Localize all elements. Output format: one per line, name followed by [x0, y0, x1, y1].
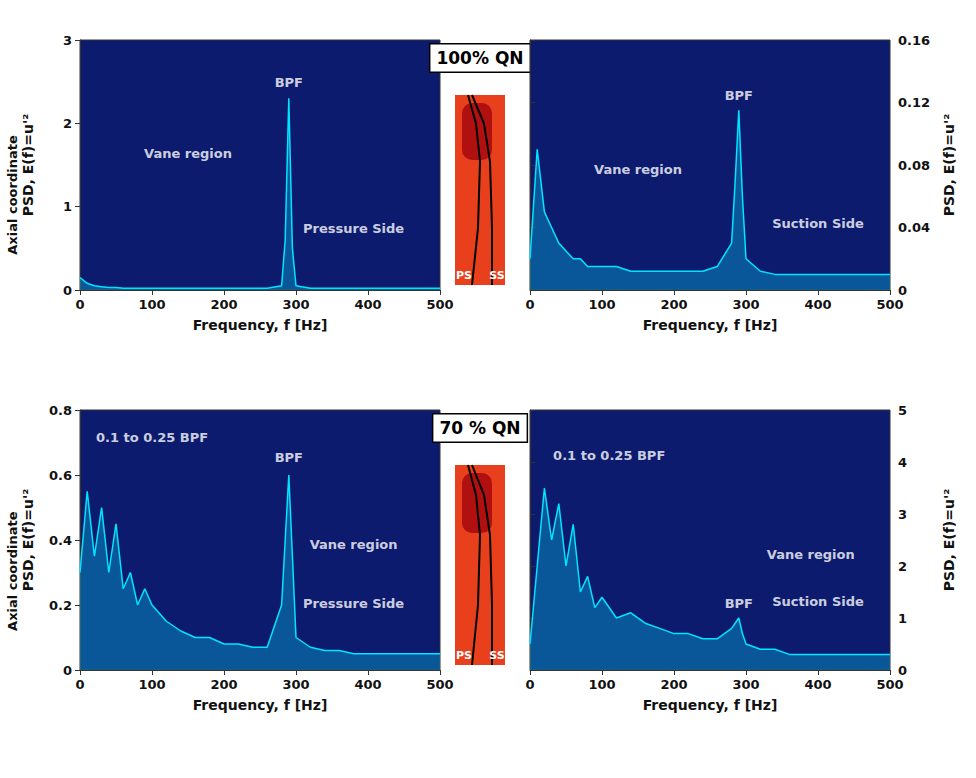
svg-text:PSD, E(f)=u'²: PSD, E(f)=u'²: [20, 489, 36, 592]
svg-text:PS: PS: [456, 649, 472, 662]
svg-text:0.8: 0.8: [49, 403, 72, 418]
svg-text:Suction Side: Suction Side: [772, 594, 864, 609]
svg-text:400: 400: [354, 677, 381, 692]
svg-text:400: 400: [354, 297, 381, 312]
svg-text:0.1 to 0.25 BPF: 0.1 to 0.25 BPF: [553, 448, 665, 463]
svg-text:200: 200: [660, 677, 687, 692]
svg-text:SS: SS: [489, 269, 504, 282]
svg-text:4: 4: [898, 455, 907, 470]
svg-text:200: 200: [660, 297, 687, 312]
svg-text:300: 300: [282, 297, 309, 312]
svg-text:100: 100: [588, 677, 615, 692]
svg-text:300: 300: [732, 297, 759, 312]
svg-text:0: 0: [525, 297, 534, 312]
svg-text:Axial coordinate: Axial coordinate: [5, 511, 20, 631]
svg-text:Frequency, f [Hz]: Frequency, f [Hz]: [643, 697, 778, 713]
svg-text:BPF: BPF: [725, 88, 753, 103]
svg-text:500: 500: [876, 297, 903, 312]
svg-text:Vane region: Vane region: [594, 162, 682, 177]
svg-text:Pressure Side: Pressure Side: [303, 221, 404, 236]
svg-text:Vane region: Vane region: [767, 547, 855, 562]
svg-text:Vane region: Vane region: [144, 146, 232, 161]
svg-text:0.04: 0.04: [898, 220, 930, 235]
svg-text:500: 500: [876, 677, 903, 692]
svg-text:400: 400: [804, 677, 831, 692]
svg-text:300: 300: [732, 677, 759, 692]
svg-text:Frequency, f [Hz]: Frequency, f [Hz]: [193, 317, 328, 333]
svg-text:400: 400: [804, 297, 831, 312]
svg-text:0: 0: [75, 677, 84, 692]
svg-text:500: 500: [426, 677, 453, 692]
svg-text:500: 500: [426, 297, 453, 312]
svg-text:0.16: 0.16: [898, 33, 930, 48]
svg-text:3: 3: [63, 33, 72, 48]
svg-text:100: 100: [138, 297, 165, 312]
svg-text:Suction Side: Suction Side: [772, 216, 864, 231]
svg-text:3: 3: [898, 507, 907, 522]
svg-text:PSD, E(f)=u'²: PSD, E(f)=u'²: [941, 114, 957, 217]
svg-text:300: 300: [282, 677, 309, 692]
svg-text:BPF: BPF: [275, 75, 303, 90]
svg-text:Vane region: Vane region: [310, 537, 398, 552]
svg-text:200: 200: [210, 297, 237, 312]
svg-text:0: 0: [898, 663, 907, 678]
svg-text:100% QN: 100% QN: [436, 48, 523, 68]
svg-text:2: 2: [898, 559, 907, 574]
svg-text:0: 0: [75, 297, 84, 312]
svg-text:Axial coordinate: Axial coordinate: [5, 135, 20, 255]
svg-text:100: 100: [138, 677, 165, 692]
svg-text:0.1 to 0.25 BPF: 0.1 to 0.25 BPF: [96, 430, 208, 445]
svg-text:0.4: 0.4: [49, 533, 72, 548]
svg-text:Frequency, f [Hz]: Frequency, f [Hz]: [643, 317, 778, 333]
svg-text:PSD, E(f)=u'²: PSD, E(f)=u'²: [20, 114, 36, 217]
svg-text:0.2: 0.2: [49, 598, 72, 613]
svg-text:1: 1: [63, 199, 72, 214]
svg-text:0: 0: [525, 677, 534, 692]
svg-text:PS: PS: [456, 269, 472, 282]
svg-text:BPF: BPF: [275, 450, 303, 465]
svg-text:Pressure Side: Pressure Side: [303, 596, 404, 611]
svg-text:BPF: BPF: [725, 596, 753, 611]
svg-text:0.08: 0.08: [898, 158, 930, 173]
svg-text:Frequency, f [Hz]: Frequency, f [Hz]: [193, 697, 328, 713]
svg-text:5: 5: [898, 403, 907, 418]
svg-text:PSD, E(f)=u'²: PSD, E(f)=u'²: [941, 489, 957, 592]
svg-text:70 % QN: 70 % QN: [439, 418, 520, 438]
svg-text:200: 200: [210, 677, 237, 692]
svg-text:0.12: 0.12: [898, 95, 930, 110]
svg-text:0.6: 0.6: [49, 468, 72, 483]
svg-text:0: 0: [63, 283, 72, 298]
svg-text:100: 100: [588, 297, 615, 312]
svg-text:SS: SS: [489, 649, 504, 662]
svg-text:0: 0: [898, 283, 907, 298]
svg-text:0: 0: [63, 663, 72, 678]
svg-text:1: 1: [898, 611, 907, 626]
svg-text:2: 2: [63, 116, 72, 131]
